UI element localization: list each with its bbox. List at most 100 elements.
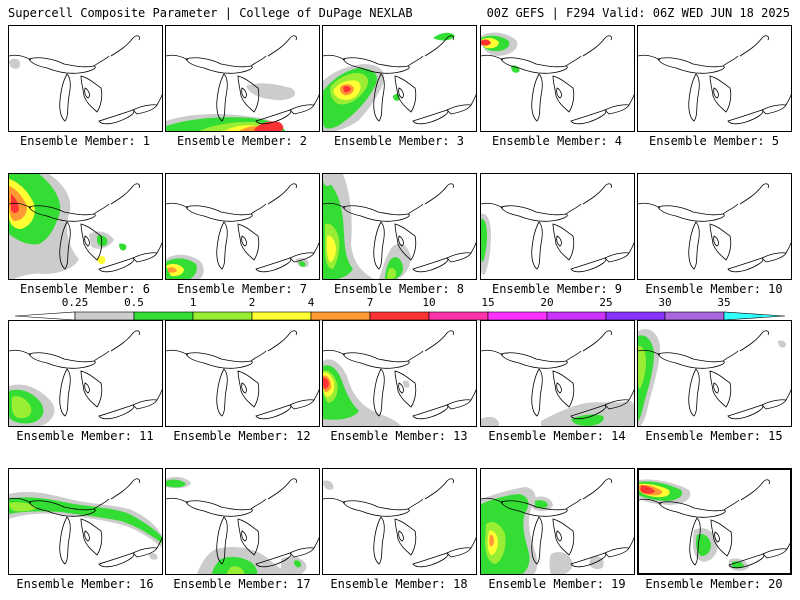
scale-tick-label: 7	[366, 296, 374, 309]
ensemble-member-caption: Ensemble Member: 9	[491, 282, 623, 296]
ensemble-member-caption: Ensemble Member: 1	[19, 134, 151, 148]
great-lakes-outline	[132, 252, 158, 263]
great-lakes-outline	[761, 104, 787, 115]
great-lakes-outline	[552, 223, 575, 261]
scp-contour-fill	[97, 256, 106, 265]
scp-contour-fill	[254, 121, 284, 131]
great-lakes-outline	[604, 399, 630, 410]
scp-contour-fill	[778, 340, 786, 348]
great-lakes-outline	[28, 205, 96, 222]
ensemble-map-panel-8	[322, 173, 477, 280]
scp-contour-fill	[326, 235, 336, 262]
member-5-map	[638, 35, 791, 125]
great-lakes-outline	[710, 519, 733, 557]
scp-contour-fill	[640, 485, 655, 494]
scp-contour-fill	[9, 502, 37, 512]
ensemble-map-panel-4	[480, 25, 635, 132]
member-7-map	[166, 183, 319, 279]
great-lakes-outline	[28, 352, 96, 369]
great-lakes-outline	[398, 382, 404, 394]
great-lakes-outline	[531, 516, 543, 565]
great-lakes-outline	[761, 399, 787, 410]
great-lakes-outline	[604, 547, 630, 558]
member-11-map	[9, 330, 162, 426]
great-lakes-outline	[446, 104, 472, 115]
us-canada-border	[166, 478, 319, 549]
scale-tick-label: 30	[658, 296, 672, 309]
ensemble-map-panel-1	[8, 25, 163, 132]
great-lakes-outline	[241, 530, 247, 542]
great-lakes-outline	[84, 530, 90, 542]
great-lakes-outline	[398, 530, 404, 542]
ensemble-member-caption: Ensemble Member: 10	[645, 282, 783, 296]
ensemble-map-panel-20	[637, 468, 792, 575]
scale-tick-label: 0.5	[124, 296, 144, 309]
great-lakes-outline	[80, 518, 103, 556]
great-lakes-outline	[398, 235, 404, 247]
great-lakes-outline	[531, 221, 543, 270]
great-lakes-outline	[216, 516, 228, 565]
great-lakes-outline	[185, 500, 253, 517]
scp-contour-fill	[97, 235, 108, 247]
us-canada-border	[323, 478, 476, 549]
great-lakes-outline	[728, 553, 765, 569]
great-lakes-outline	[237, 370, 260, 408]
scp-contour-fill	[571, 414, 604, 426]
great-lakes-outline	[237, 223, 260, 261]
ensemble-map-panel-10	[637, 173, 792, 280]
scp-contour-fill	[696, 534, 711, 556]
great-lakes-outline	[59, 516, 71, 565]
scp-contour-fill	[549, 552, 573, 574]
great-lakes-outline	[255, 109, 292, 125]
scp-contour-fill	[489, 534, 494, 547]
member-9-map	[481, 183, 634, 275]
great-lakes-outline	[289, 104, 315, 115]
ensemble-member-caption: Ensemble Member: 3	[333, 134, 465, 148]
member-16-map	[9, 478, 162, 568]
us-canada-border	[481, 330, 634, 401]
scp-contour-fill	[638, 345, 646, 389]
scp-contour-fill	[323, 177, 331, 187]
great-lakes-outline	[713, 382, 719, 394]
us-canada-border	[166, 183, 319, 254]
ensemble-member-caption: Ensemble Member: 11	[16, 429, 154, 443]
great-lakes-outline	[531, 368, 543, 417]
us-canada-border	[166, 35, 319, 106]
ensemble-member-caption: Ensemble Member: 17	[173, 577, 311, 591]
scp-contour-fill	[323, 480, 334, 490]
great-lakes-outline	[80, 75, 103, 113]
us-canada-border	[481, 478, 634, 549]
great-lakes-outline	[394, 223, 417, 261]
great-lakes-outline	[552, 75, 575, 113]
great-lakes-outline	[373, 73, 385, 122]
great-lakes-outline	[412, 109, 449, 125]
ensemble-member-caption: Ensemble Member: 5	[648, 134, 780, 148]
great-lakes-outline	[394, 518, 417, 556]
member-1-map	[9, 35, 162, 125]
member-17-map	[166, 476, 319, 574]
great-lakes-outline	[98, 109, 135, 125]
ensemble-map-panel-3	[322, 25, 477, 132]
scp-contour-fill	[119, 243, 127, 251]
us-canada-border	[639, 479, 790, 550]
great-lakes-outline	[237, 75, 260, 113]
great-lakes-outline	[570, 404, 607, 420]
us-canada-border	[638, 183, 791, 254]
color-scale-bar	[14, 311, 786, 321]
great-lakes-outline	[761, 252, 787, 263]
member-13-map	[323, 330, 476, 426]
great-lakes-outline	[412, 257, 449, 273]
great-lakes-outline	[98, 404, 135, 420]
scp-contour-fill	[387, 267, 397, 279]
great-lakes-outline	[657, 352, 725, 369]
member-4-map	[481, 32, 634, 125]
scp-contour-fill	[323, 377, 329, 389]
scale-swatch	[192, 311, 253, 321]
scp-contour-fill	[246, 83, 296, 101]
great-lakes-outline	[255, 552, 292, 568]
scp-contour-fill	[166, 479, 186, 488]
great-lakes-outline	[84, 87, 90, 99]
great-lakes-outline	[570, 257, 607, 273]
ensemble-member-caption: Ensemble Member: 13	[330, 429, 468, 443]
member-15-map	[638, 329, 791, 426]
